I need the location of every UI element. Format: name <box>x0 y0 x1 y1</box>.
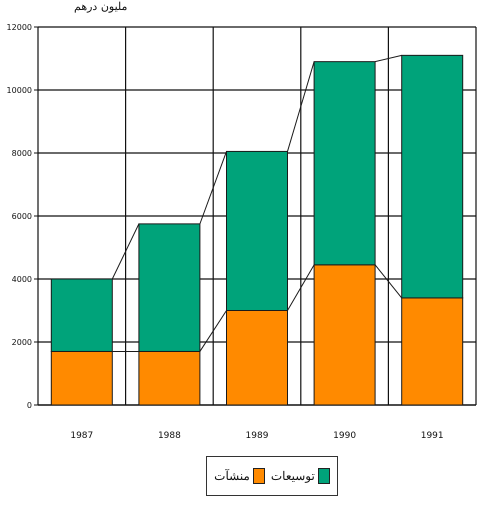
connector-line-total <box>111 223 140 280</box>
connector-line-total <box>287 61 315 152</box>
x-tick-label: 1988 <box>158 431 181 441</box>
connector-line-establishments <box>199 310 227 352</box>
bar-segment-establishments <box>313 264 376 406</box>
legend-item-establishments: منشآت <box>214 468 265 484</box>
x-tick-label: 1990 <box>333 431 356 441</box>
y-axis-unit-label: مليون درهم <box>74 0 128 13</box>
x-tick-label: 1991 <box>421 431 444 441</box>
legend-label-expansions: توسيعات <box>270 469 315 483</box>
connector-line-establishments <box>374 264 403 299</box>
legend-label-establishments: منشآت <box>214 469 250 483</box>
y-tick-label: 12000 <box>7 23 32 32</box>
x-tick-label: 1989 <box>246 431 269 441</box>
stacked-bar-chart: 0 2000 4000 6000 8000 10000 12000 1987 1988 1989 1… <box>7 23 477 441</box>
connector-line-establishments <box>287 264 315 311</box>
connector-line-total <box>374 54 402 63</box>
bar-segment-expansions <box>401 54 464 299</box>
connector-line-total <box>199 151 227 225</box>
legend: توسيعات منشآت <box>206 456 338 496</box>
y-tick-label: 10000 <box>7 86 32 95</box>
bar-segment-establishments <box>401 297 464 406</box>
bar-segment-expansions <box>313 61 376 266</box>
legend-item-expansions: توسيعات <box>271 468 330 484</box>
y-tick-label: 0 <box>27 401 32 410</box>
x-tick-label: 1987 <box>70 431 93 441</box>
y-tick-label: 2000 <box>12 338 32 347</box>
legend-swatch-expansions <box>317 468 330 484</box>
y-tick-label: 6000 <box>12 212 32 221</box>
bar-segment-establishments <box>50 350 113 406</box>
bar-segment-expansions <box>226 150 288 311</box>
bar-segment-establishments <box>226 310 288 406</box>
y-tick-label: 4000 <box>12 275 32 284</box>
bar-segment-expansions <box>50 278 113 352</box>
bar-segment-establishments <box>138 350 201 406</box>
bar-segment-expansions <box>138 223 201 352</box>
legend-swatch-establishments <box>252 468 265 484</box>
y-tick-label: 8000 <box>12 149 32 158</box>
